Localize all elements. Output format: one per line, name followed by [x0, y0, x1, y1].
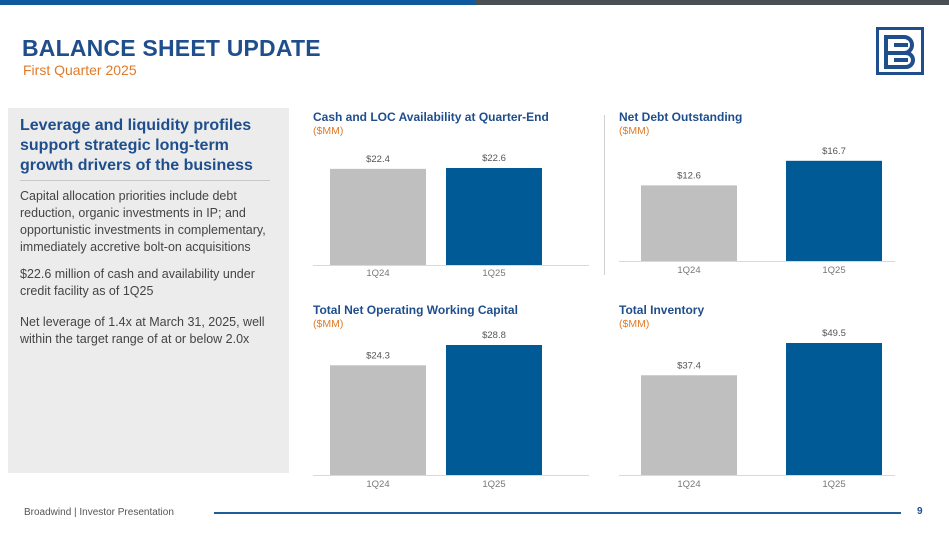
chart-cash-loc-availability: Cash and LOC Availability at Quarter-End… — [313, 110, 593, 285]
tick-label-1q25: 1Q25 — [822, 479, 845, 490]
top-accent-bar — [0, 0, 949, 5]
bar-1q24 — [330, 365, 426, 475]
chart-title: Total Net Operating Working Capital — [313, 303, 518, 317]
tick-label-1q25: 1Q25 — [482, 268, 505, 279]
tick-label-1q25: 1Q25 — [822, 265, 845, 276]
data-label-1q24: $12.6 — [677, 170, 701, 181]
bar-1q25 — [786, 343, 882, 475]
page-number: 9 — [917, 506, 923, 517]
data-label-1q24: $37.4 — [677, 360, 701, 371]
tick-label-1q25: 1Q25 — [482, 479, 505, 490]
summary-divider — [20, 180, 270, 181]
chart-unit: ($MM) — [313, 125, 344, 137]
bar-1q24 — [641, 375, 737, 475]
tick-label-1q24: 1Q24 — [677, 265, 700, 276]
footer-rule — [214, 512, 901, 514]
chart-title: Total Inventory — [619, 303, 705, 317]
bar-1q24 — [330, 168, 426, 265]
bar-1q25 — [786, 160, 882, 261]
data-label-1q24: $24.3 — [366, 350, 390, 361]
top-accent-bar-gray — [476, 0, 949, 5]
tick-label-1q24: 1Q24 — [366, 479, 389, 490]
footer-text: Broadwind | Investor Presentation — [24, 507, 174, 518]
chart-net-debt-outstanding: Net Debt Outstanding ($MM) $12.6 1Q24 $16.… — [619, 110, 899, 285]
data-label-1q25: $28.8 — [482, 330, 506, 341]
chart-column-divider — [604, 115, 605, 275]
tick-label-1q24: 1Q24 — [366, 268, 389, 279]
data-label-1q25: $16.7 — [822, 146, 846, 157]
data-label-1q25: $22.6 — [482, 153, 506, 164]
tick-label-1q24: 1Q24 — [677, 479, 700, 490]
top-accent-bar-blue — [0, 0, 476, 5]
chart-unit: ($MM) — [619, 125, 650, 137]
bar-1q24 — [641, 185, 737, 261]
chart-title: Net Debt Outstanding — [619, 110, 743, 124]
chart-net-operating-working-capital: Total Net Operating Working Capital ($MM… — [313, 303, 593, 493]
summary-paragraph-cash: $22.6 million of cash and availability u… — [20, 267, 255, 298]
chart-unit: ($MM) — [619, 318, 650, 330]
bar-1q25 — [446, 168, 542, 265]
summary-panel: Leverage and liquidity profiles support … — [8, 108, 289, 473]
page-title: BALANCE SHEET UPDATE — [22, 35, 321, 61]
chart-unit: ($MM) — [313, 318, 344, 330]
chart-title: Cash and LOC Availability at Quarter-End — [313, 110, 549, 124]
chart-total-inventory: Total Inventory ($MM) $37.4 1Q24 $49.5 1Q25 — [619, 303, 899, 493]
bar-1q25 — [446, 345, 542, 475]
page-subtitle: First Quarter 2025 — [23, 62, 137, 78]
summary-paragraph-capital: Capital allocation priorities include de… — [20, 189, 266, 254]
data-label-1q25: $49.5 — [822, 328, 846, 339]
data-label-1q24: $22.4 — [366, 154, 390, 165]
summary-paragraph-leverage: Net leverage of 1.4x at March 31, 2025, … — [20, 315, 265, 346]
summary-heading: Leverage and liquidity profiles support … — [20, 117, 253, 174]
broadwind-logo-icon — [876, 27, 924, 75]
